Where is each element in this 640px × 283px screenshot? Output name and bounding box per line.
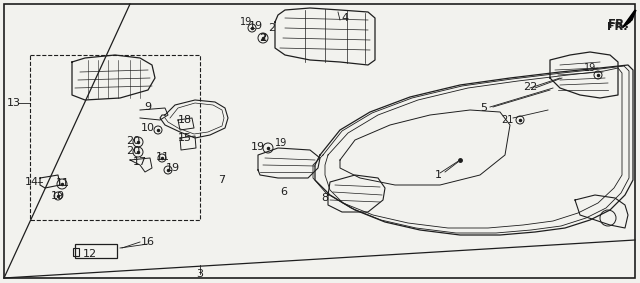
Text: 5: 5 xyxy=(481,103,488,113)
Text: 12: 12 xyxy=(83,249,97,259)
Text: 13: 13 xyxy=(7,98,21,108)
Text: 16: 16 xyxy=(141,237,155,247)
Text: 11: 11 xyxy=(156,152,170,162)
Polygon shape xyxy=(624,10,636,26)
Text: 10: 10 xyxy=(141,123,155,133)
Text: FR.: FR. xyxy=(608,18,630,31)
Text: 19: 19 xyxy=(51,191,65,201)
Text: FR.: FR. xyxy=(607,22,627,32)
Text: 4: 4 xyxy=(341,13,349,23)
Bar xyxy=(30,55,200,220)
Text: 14: 14 xyxy=(25,177,39,187)
Text: 20: 20 xyxy=(126,146,140,156)
Text: 19: 19 xyxy=(249,21,263,31)
Text: 22: 22 xyxy=(523,82,537,92)
Text: 21: 21 xyxy=(502,115,514,125)
Polygon shape xyxy=(622,10,635,28)
Text: 15: 15 xyxy=(178,133,192,143)
Text: 1: 1 xyxy=(435,170,442,180)
Bar xyxy=(75,244,117,258)
Text: 8: 8 xyxy=(321,193,328,203)
Text: 19: 19 xyxy=(166,163,180,173)
Text: 20: 20 xyxy=(126,136,140,146)
Text: 19: 19 xyxy=(584,63,596,73)
Text: 11: 11 xyxy=(56,178,70,188)
Text: 19: 19 xyxy=(240,17,252,27)
Text: 3: 3 xyxy=(196,269,204,279)
Text: 2: 2 xyxy=(268,23,276,33)
Text: 7: 7 xyxy=(218,175,225,185)
Bar xyxy=(73,248,79,256)
Text: 2: 2 xyxy=(259,33,267,43)
Text: 19: 19 xyxy=(275,138,287,148)
Text: 17: 17 xyxy=(133,157,147,167)
Text: 9: 9 xyxy=(145,102,152,112)
Text: 18: 18 xyxy=(178,115,192,125)
Text: 6: 6 xyxy=(280,187,287,197)
Text: 19: 19 xyxy=(251,142,265,152)
